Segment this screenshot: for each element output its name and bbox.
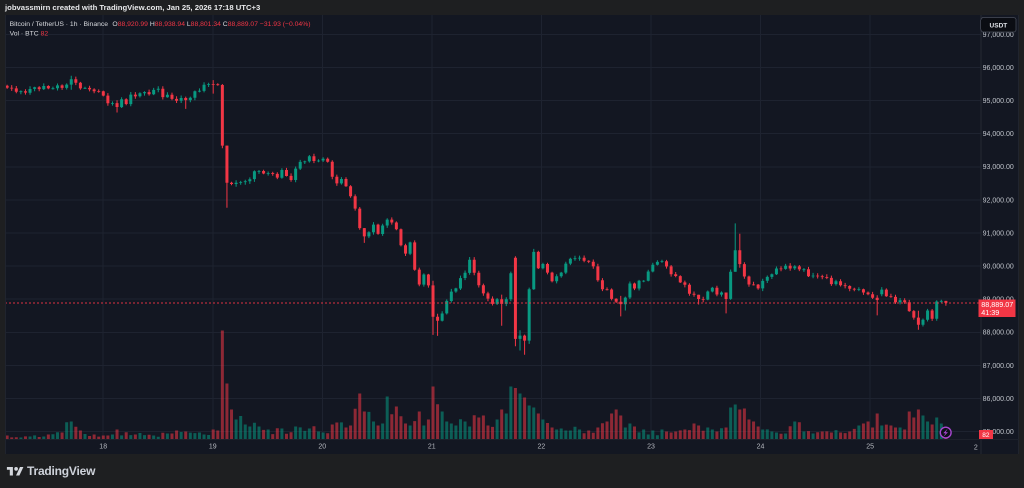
svg-text:Bitcoin / TetherUS · 1h · Bina: Bitcoin / TetherUS · 1h · Binance [10,20,109,27]
svg-text:86,000.00: 86,000.00 [983,395,1014,402]
svg-text:85,000.00: 85,000.00 [983,429,1014,436]
svg-text:25: 25 [866,443,874,450]
svg-text:2: 2 [974,444,978,451]
svg-text:88,889.07: 88,889.07 [981,300,1013,309]
svg-text:20: 20 [318,443,326,450]
svg-text:92,000.00: 92,000.00 [983,197,1014,204]
svg-text:O88,920.99 H88,938.94 L88,801.: O88,920.99 H88,938.94 L88,801.34 C88,889… [112,20,310,27]
svg-text:24: 24 [757,443,765,450]
svg-text:88,000.00: 88,000.00 [983,329,1014,336]
svg-text:23: 23 [647,443,655,450]
svg-text:94,000.00: 94,000.00 [983,131,1014,138]
svg-text:21: 21 [428,443,436,450]
svg-text:22: 22 [538,443,546,450]
svg-text:82: 82 [982,432,990,439]
svg-text:19: 19 [209,443,217,450]
svg-text:41:39: 41:39 [981,307,999,316]
svg-text:90,000.00: 90,000.00 [983,263,1014,270]
svg-text:87,000.00: 87,000.00 [983,362,1014,369]
svg-text:91,000.00: 91,000.00 [983,230,1014,237]
svg-text:Vol · BTC 82: Vol · BTC 82 [10,30,49,37]
svg-text:USDT: USDT [990,22,1008,29]
svg-text:95,000.00: 95,000.00 [983,98,1014,105]
svg-text:97,000.00: 97,000.00 [983,31,1014,38]
svg-text:96,000.00: 96,000.00 [983,64,1014,71]
svg-text:18: 18 [99,443,107,450]
svg-text:93,000.00: 93,000.00 [983,164,1014,171]
